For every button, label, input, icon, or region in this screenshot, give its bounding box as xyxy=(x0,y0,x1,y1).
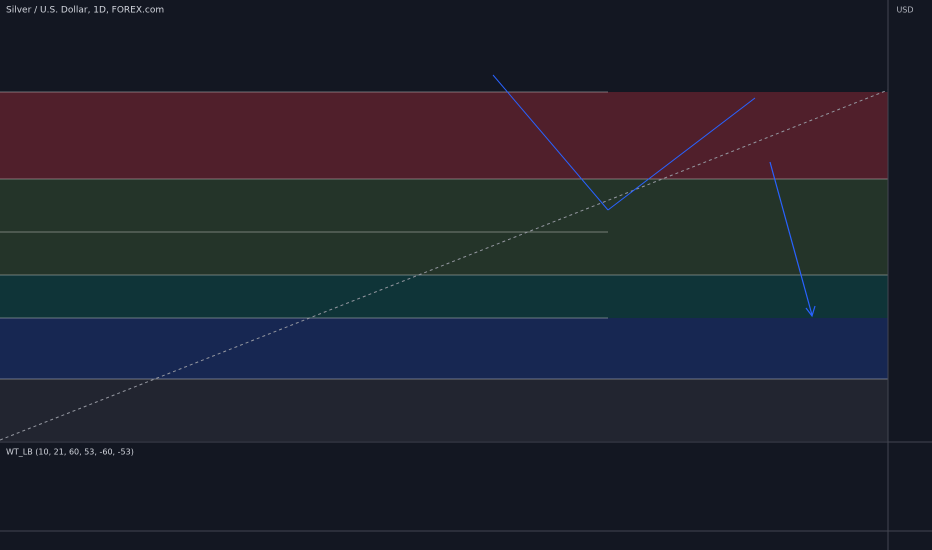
arrow-head xyxy=(805,305,816,318)
zone xyxy=(0,179,888,275)
zone xyxy=(0,379,888,441)
indicator-title: WT_LB (10, 21, 60, 53, -60, -53) xyxy=(6,448,134,457)
y-axis-label: USD xyxy=(896,6,913,15)
zone xyxy=(0,92,888,179)
arrow-line xyxy=(769,161,813,316)
zone xyxy=(0,318,888,379)
zone xyxy=(0,275,888,318)
zone-lines xyxy=(0,91,888,380)
chart-title: Silver / U.S. Dollar, 1D, FOREX.com xyxy=(6,6,164,16)
arrow-line xyxy=(492,74,609,211)
arrow-line xyxy=(607,97,756,211)
